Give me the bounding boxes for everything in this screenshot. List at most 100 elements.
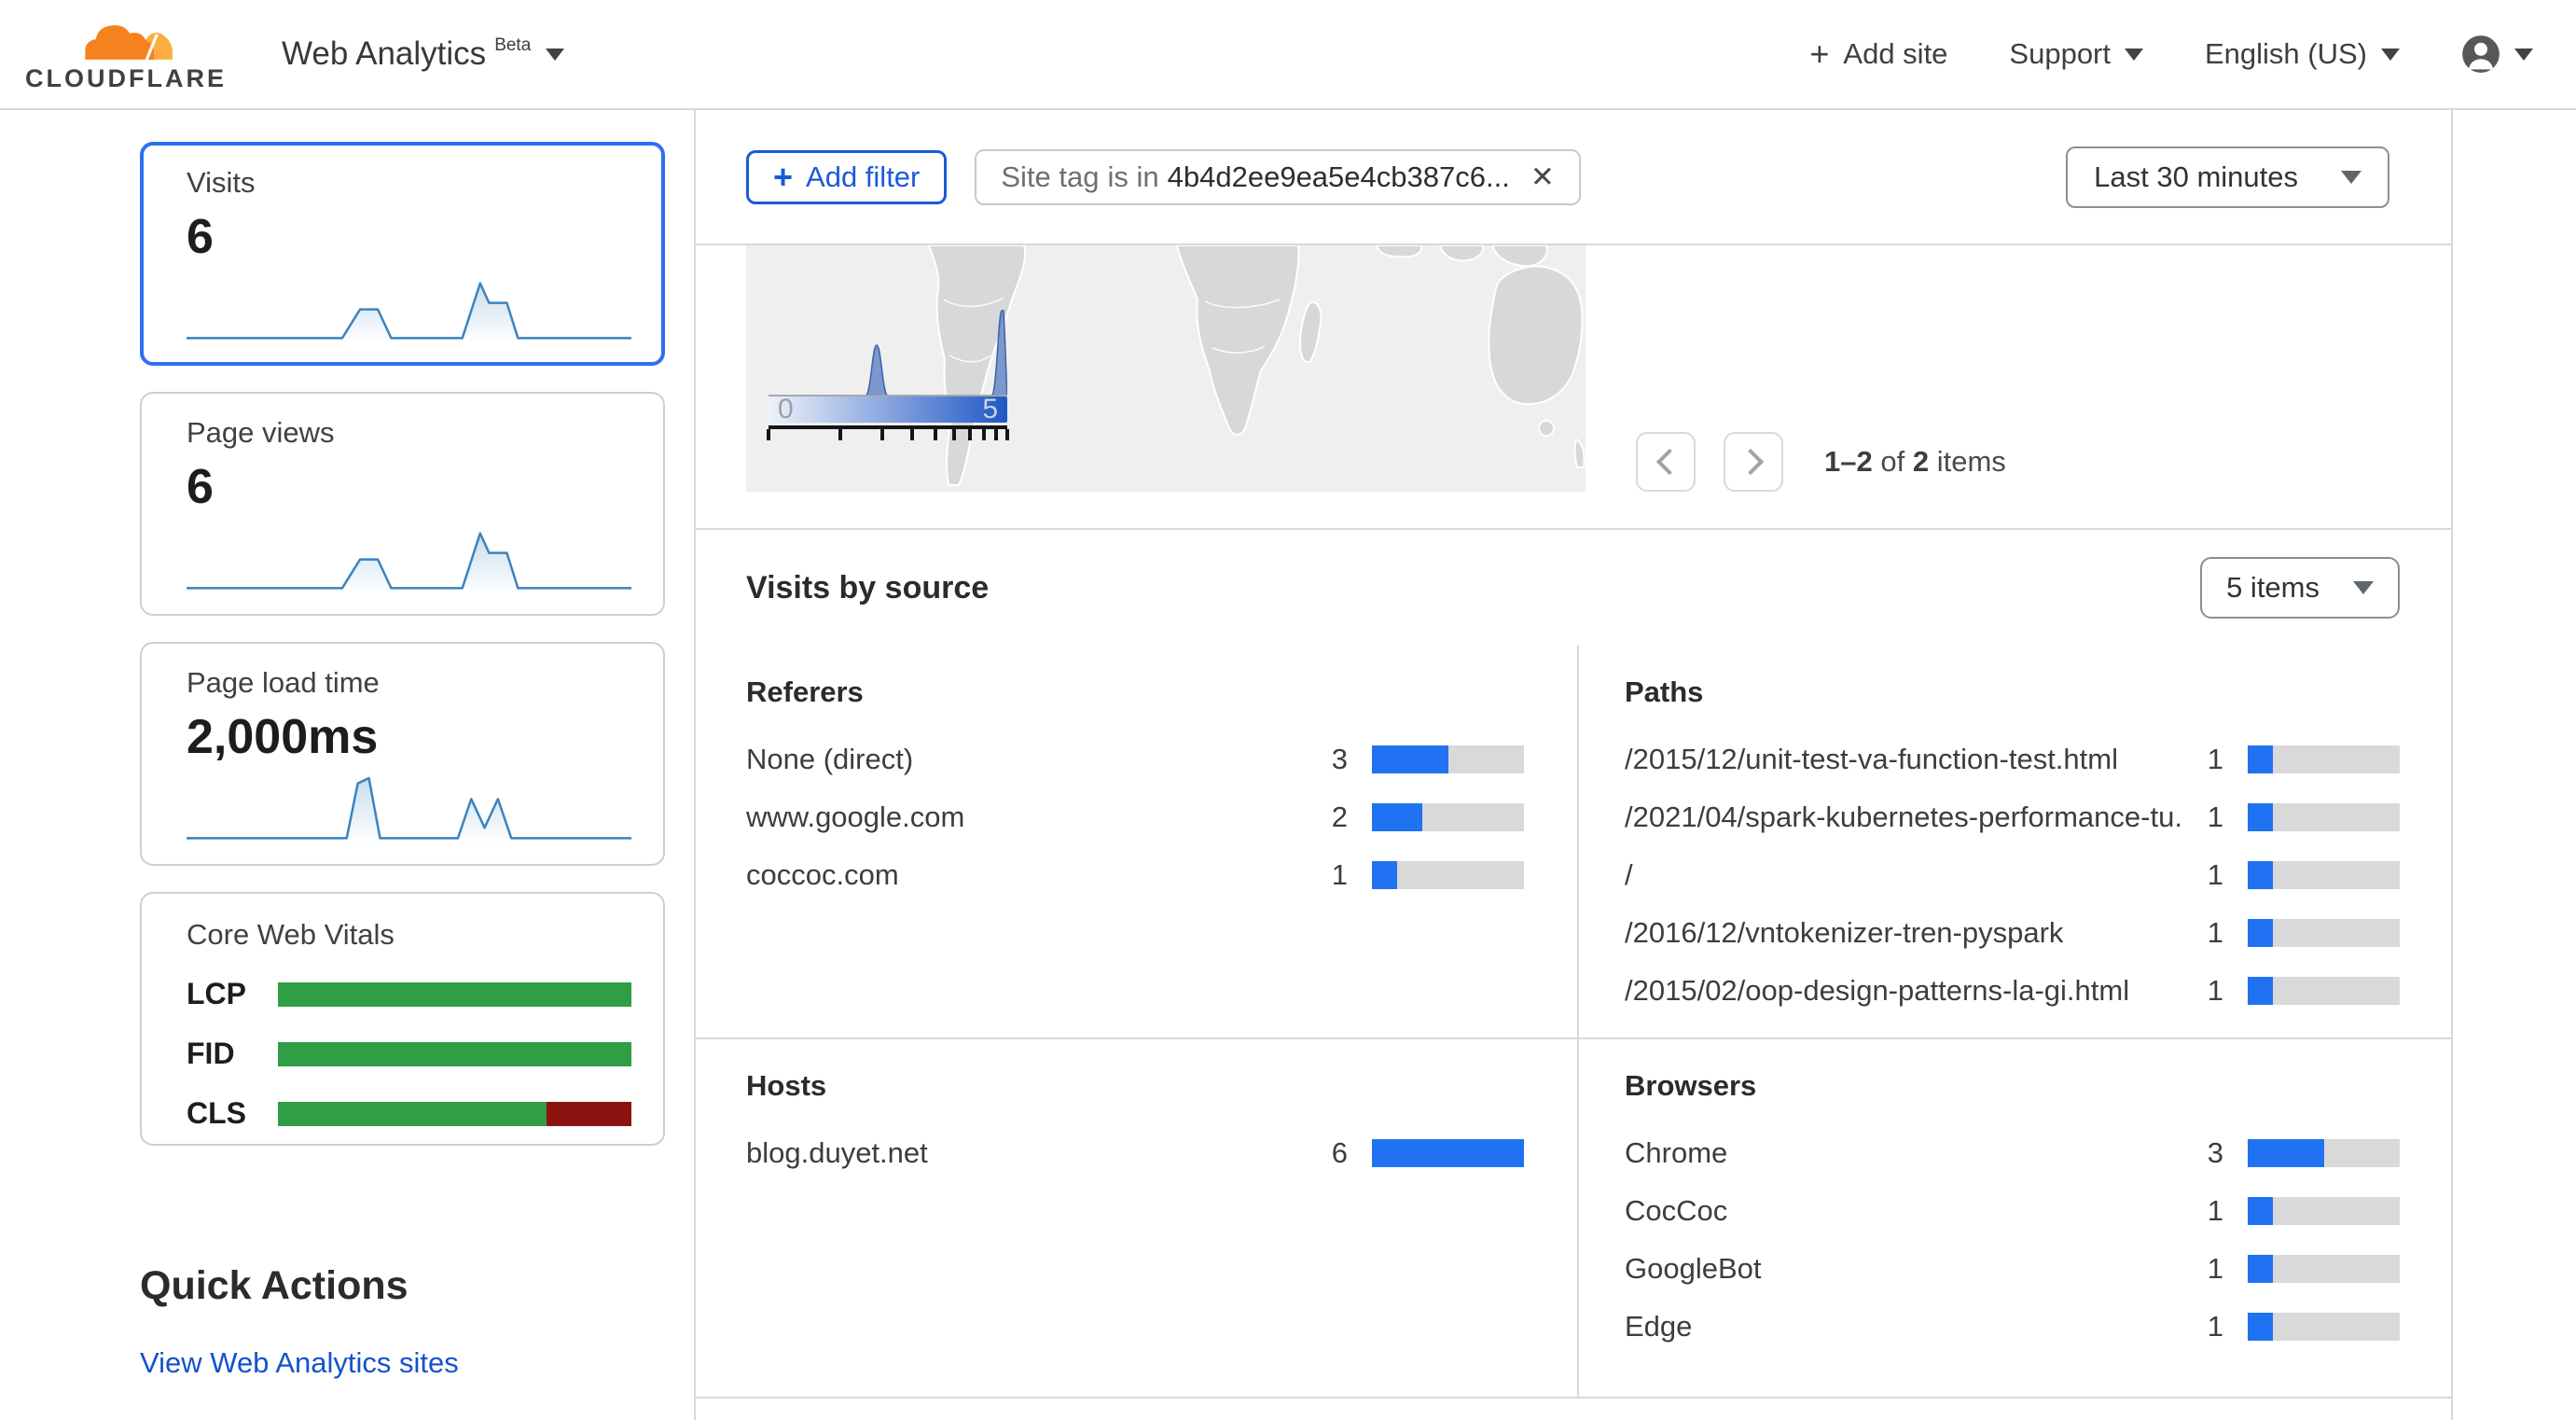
source-value: 1 xyxy=(2207,1310,2223,1343)
source-bar-fill xyxy=(2248,1197,2274,1225)
source-bar-fill xyxy=(1372,1139,1524,1167)
source-label: /2016/12/vntokenizer-tren-pyspark xyxy=(1625,916,2064,949)
group-heading: Paths xyxy=(1625,675,1704,708)
sparkline-chart xyxy=(187,515,631,593)
close-icon[interactable]: ✕ xyxy=(1530,160,1555,193)
cwv-good-segment xyxy=(278,1101,547,1126)
app-header: CLOUDFLARE Web Analytics Beta + Add site… xyxy=(0,0,2576,110)
source-row: www.google.com 2 xyxy=(746,800,1524,834)
right-gutter xyxy=(2453,110,2576,1420)
quick-actions-section: Quick Actions View Web Analytics sites xyxy=(140,1263,665,1420)
source-row: CocCoc 1 xyxy=(1625,1194,2400,1228)
source-bar-track xyxy=(1372,745,1524,773)
density-curve xyxy=(769,310,1007,397)
sparkline-chart xyxy=(187,765,631,843)
chevron-down-icon xyxy=(546,48,565,61)
source-value: 6 xyxy=(1331,1136,1348,1169)
site-tag-filter-chip[interactable]: Site tag is in 4b4d2ee9ea5e4cb387c6... ✕ xyxy=(975,148,1581,205)
visits-by-source-header: Visits by source 5 items xyxy=(696,530,2451,646)
plus-icon: + xyxy=(1809,35,1830,73)
cwv-row-lcp: LCP xyxy=(187,977,631,1011)
legend-tick xyxy=(1005,429,1009,440)
source-value: 1 xyxy=(2207,800,2223,833)
next-page-button[interactable] xyxy=(1724,432,1783,492)
metric-card-page-views[interactable]: Page views 6 xyxy=(140,392,665,616)
chevron-left-icon xyxy=(1655,448,1683,476)
source-bar-track xyxy=(1372,803,1524,831)
core-web-vitals-card: Core Web Vitals LCP FID CLS xyxy=(140,892,665,1146)
product-title: Web Analytics xyxy=(282,35,487,72)
source-row: /2021/04/spark-kubernetes-performance-tu… xyxy=(1625,800,2400,834)
legend-min-label: 0 xyxy=(778,394,794,425)
user-avatar-icon xyxy=(2462,35,2500,73)
filter-field: Site tag xyxy=(1001,160,1100,193)
source-row: Chrome 3 xyxy=(1625,1136,2400,1170)
source-bar-track xyxy=(2248,977,2400,1005)
source-row: GoogleBot 1 xyxy=(1625,1252,2400,1286)
source-label: Chrome xyxy=(1625,1136,1728,1169)
add-site-button[interactable]: + Add site xyxy=(1809,35,1948,73)
source-value: 3 xyxy=(2207,1136,2223,1169)
metric-card-visits[interactable]: Visits 6 xyxy=(140,142,665,366)
cwv-row-cls: CLS xyxy=(187,1096,631,1131)
core-web-vitals-rows: LCP FID CLS xyxy=(187,952,631,1131)
source-row: None (direct) 3 xyxy=(746,743,1524,776)
map-pagination: 1–2 of 2 items xyxy=(1636,432,2006,492)
hosts-group: Hosts blog.duyet.net 6 xyxy=(696,1037,1577,1397)
legend-tick xyxy=(933,429,937,440)
referers-group: Referers None (direct) 3 www.google.com 2 coc… xyxy=(696,646,1577,1037)
source-bar-track xyxy=(2248,1139,2400,1167)
source-bar-fill xyxy=(2248,1255,2274,1283)
chevron-down-icon xyxy=(2341,170,2361,184)
cwv-label: LCP xyxy=(187,977,246,1010)
source-bar-fill xyxy=(1372,745,1448,773)
card-value: 6 xyxy=(187,210,214,264)
source-bar-fill xyxy=(1372,861,1398,889)
group-heading: Browsers xyxy=(1625,1069,1757,1102)
source-groups-grid: Referers None (direct) 3 www.google.com 2 coc… xyxy=(696,646,2451,1397)
view-web-analytics-sites-link[interactable]: View Web Analytics sites xyxy=(140,1346,459,1379)
source-label: Edge xyxy=(1625,1310,1693,1343)
source-bar-track xyxy=(1372,861,1524,889)
filter-operator: is in xyxy=(1107,160,1159,193)
metric-card-page-load-time[interactable]: Page load time 2,000ms xyxy=(140,642,665,866)
cwv-label: CLS xyxy=(187,1096,246,1130)
legend-tick xyxy=(880,429,885,440)
source-bar-track xyxy=(2248,1197,2400,1225)
source-label: /2015/02/oop-design-patterns-la-gi.html xyxy=(1625,974,2130,1007)
source-value: 1 xyxy=(2207,858,2223,891)
add-filter-button[interactable]: + Add filter xyxy=(746,149,948,204)
card-title: Core Web Vitals xyxy=(187,918,395,951)
account-menu[interactable] xyxy=(2461,35,2533,74)
cwv-label: FID xyxy=(187,1037,235,1070)
source-label: coccoc.com xyxy=(746,858,899,891)
source-bar-track xyxy=(2248,803,2400,831)
source-bar-fill xyxy=(2248,977,2274,1005)
items-per-list-dropdown[interactable]: 5 items xyxy=(2200,557,2400,619)
source-bar-fill xyxy=(2248,745,2274,773)
cwv-bar xyxy=(278,981,631,1007)
metrics-sidebar: Visits 6 Page views 6 Page load time 2,000ms … xyxy=(0,110,696,1420)
card-value: 6 xyxy=(187,460,214,514)
cloudflare-logo: CLOUDFLARE xyxy=(24,15,228,93)
group-heading: Referers xyxy=(746,675,864,708)
map-density-legend: 0 5 xyxy=(767,301,1009,444)
language-menu[interactable]: English (US) xyxy=(2205,37,2400,71)
time-range-dropdown[interactable]: Last 30 minutes xyxy=(2066,146,2389,208)
source-bar-fill xyxy=(2248,1139,2324,1167)
source-label: blog.duyet.net xyxy=(746,1136,928,1169)
legend-max-label: 5 xyxy=(982,394,998,425)
product-switcher[interactable]: Web Analytics Beta xyxy=(282,35,565,73)
cwv-poor-segment xyxy=(547,1101,631,1126)
previous-page-button[interactable] xyxy=(1636,432,1696,492)
sparkline-chart xyxy=(187,265,631,343)
source-bar-fill xyxy=(2248,1313,2274,1341)
main-layout: Visits 6 Page views 6 Page load time 2,000ms … xyxy=(0,110,2576,1420)
support-menu[interactable]: Support xyxy=(2009,37,2143,71)
pagination-status: 1–2 of 2 items xyxy=(1824,445,2006,478)
chevron-down-icon xyxy=(2353,581,2374,594)
legend-tick xyxy=(838,429,843,440)
cwv-bar xyxy=(278,1101,631,1126)
browsers-group: Browsers Chrome 3 CocCoc 1 GoogleBot 1 Edge 1 xyxy=(1577,1037,2451,1397)
